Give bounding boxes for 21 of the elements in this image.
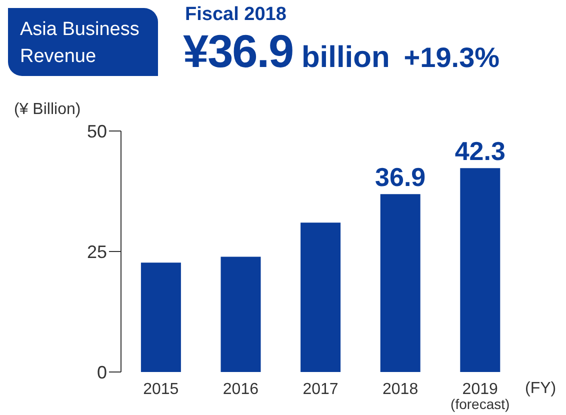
bar — [140, 262, 181, 372]
x-tick-label: 2019 (forecast) — [450, 381, 510, 412]
x-tick-label: 2018 — [382, 381, 418, 398]
y-tick-label: 0 — [96, 362, 107, 382]
chart-title: Asia Business Revenue — [8, 8, 158, 76]
bar — [300, 222, 341, 372]
bar — [220, 256, 261, 372]
y-tick-label: 50 — [86, 121, 107, 142]
chart-subtitle: Fiscal 2018 — [185, 4, 286, 26]
bar — [380, 194, 420, 372]
x-tick-label: 2015 — [143, 381, 179, 398]
x-tick-label: 2016 — [222, 381, 259, 398]
x-tick-label: 2017 — [302, 381, 338, 398]
y-tick-label: 25 — [86, 242, 107, 262]
text: +19.3% — [404, 42, 500, 73]
data-label: 36.9 — [375, 162, 426, 192]
data-label: 42.3 — [454, 136, 506, 166]
text: ¥36.9 billion — [183, 25, 390, 77]
y-axis-title: (¥ Billion) — [14, 101, 81, 119]
bar — [460, 168, 500, 372]
x-axis-title: (FY) — [525, 380, 556, 398]
